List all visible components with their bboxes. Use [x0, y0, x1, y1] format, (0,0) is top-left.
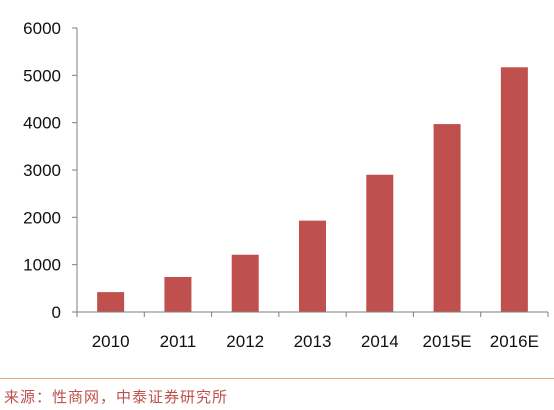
- bar-2014: [366, 174, 394, 312]
- y-tick-label: 0: [52, 303, 61, 322]
- x-tick-label: 2010: [92, 332, 130, 351]
- y-tick-label: 3000: [23, 161, 61, 180]
- x-tick-label: 2012: [226, 332, 264, 351]
- x-tick-label: 2015E: [422, 332, 471, 351]
- bar-2010: [97, 292, 125, 312]
- y-tick-label: 2000: [23, 208, 61, 227]
- source-divider: [0, 378, 554, 379]
- x-tick-label: 2014: [361, 332, 399, 351]
- x-tick-label: 2013: [294, 332, 332, 351]
- x-axis-ticks: 2010 2011 2012 2013 2014 2015E 2016E: [76, 312, 549, 351]
- y-tick-label: 4000: [23, 114, 61, 133]
- x-tick-label: 2016E: [490, 332, 539, 351]
- x-tick-label: 2011: [160, 332, 197, 351]
- y-tick-label: 1000: [23, 256, 61, 275]
- bars: [97, 67, 528, 312]
- source-note: 来源：性商网，中泰证券研究所: [4, 388, 229, 406]
- y-tick-label: 6000: [23, 19, 61, 38]
- bar-2015E: [433, 124, 461, 312]
- bar-2011: [164, 276, 192, 312]
- bar-2016E: [500, 67, 528, 312]
- y-axis-ticks: 0 1000 2000 3000 4000 5000 6000: [23, 19, 77, 322]
- bar-2013: [299, 220, 326, 312]
- bar-2012: [231, 254, 259, 312]
- y-tick-label: 5000: [23, 66, 61, 85]
